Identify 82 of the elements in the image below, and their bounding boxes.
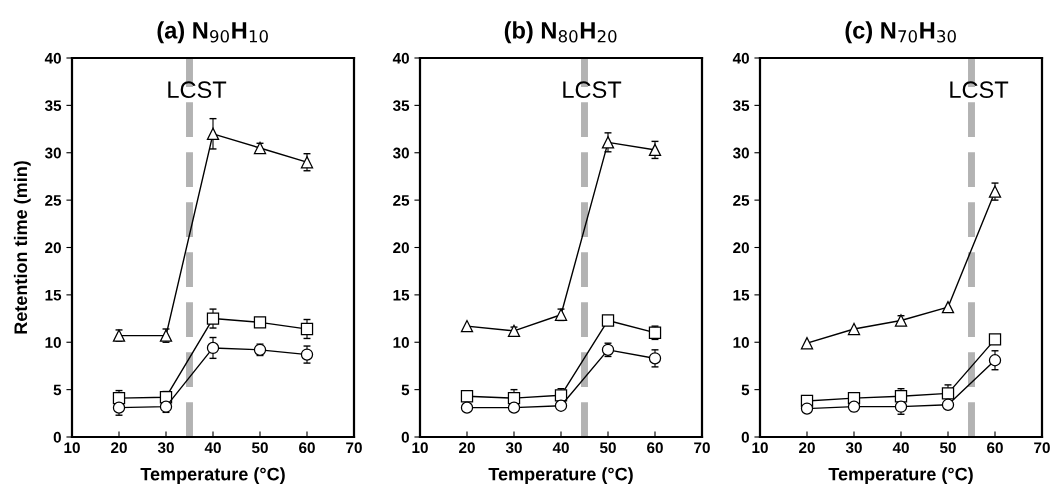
point (847, 400, 861, 413)
x-tick-label: 30 (845, 442, 862, 454)
x-tick-label: 60 (299, 442, 315, 454)
x-tick-label: 40 (892, 442, 909, 454)
point (460, 319, 474, 333)
point (206, 312, 220, 325)
chart-title: (c) N$_{70}$H$_{30}$ (845, 21, 956, 44)
point (988, 354, 1002, 367)
y-tick-label: 35 (732, 100, 750, 112)
y-tick-label: 30 (44, 147, 61, 159)
y-tick-label: 15 (45, 289, 62, 301)
point (847, 322, 861, 336)
x-tick-label: 40 (552, 442, 569, 454)
y-tick-label: 0 (401, 431, 409, 443)
chart-title: (a) N$_{90}$H$_{10}$ (157, 21, 268, 44)
y-tick-label: 15 (733, 289, 750, 301)
x-axis-title: Temperature (°C) (140, 467, 285, 485)
y-tick-label: 25 (733, 194, 750, 206)
y-tick-label: 10 (733, 337, 749, 348)
point (507, 401, 521, 414)
point (601, 136, 615, 149)
y-tick-label: 40 (732, 52, 749, 64)
x-tick-label: 30 (505, 442, 522, 454)
point (253, 141, 267, 155)
y-tick-label: 25 (393, 194, 410, 206)
y-tick-label: 15 (393, 289, 410, 301)
ref-line-label: LCST (563, 81, 622, 99)
x-tick-label: 70 (346, 442, 362, 454)
x-tick-label: 20 (799, 442, 815, 454)
ref-line-label: LCST (168, 81, 227, 99)
point (300, 322, 314, 336)
y-tick-label: 10 (45, 337, 61, 348)
x-tick-label: 50 (599, 442, 616, 454)
chart-title: (b) N$_{80}$H$_{20}$ (504, 21, 617, 44)
x-tick-label: 20 (459, 442, 475, 454)
y-tick-label: 5 (401, 384, 410, 396)
y-tick-label: 35 (44, 100, 62, 112)
point (941, 398, 955, 411)
point (894, 314, 908, 327)
x-tick-label: 10 (64, 442, 80, 454)
x-tick-label: 60 (987, 442, 1003, 454)
point (206, 341, 220, 355)
point (206, 127, 220, 140)
ref-line-label: LCST (950, 81, 1009, 99)
y-tick-label: 5 (53, 384, 62, 396)
y-tick-label: 20 (733, 242, 749, 254)
y-tick-label: 25 (45, 194, 62, 206)
x-tick-label: 70 (1034, 442, 1050, 454)
y-tick-label: 0 (741, 431, 749, 443)
point (988, 333, 1002, 346)
y-tick-label: 20 (393, 242, 409, 254)
point (800, 402, 814, 415)
point (253, 316, 267, 329)
point (800, 337, 814, 350)
x-tick-label: 10 (412, 442, 428, 454)
point (460, 390, 474, 403)
y-tick-label: 30 (392, 147, 409, 159)
y-tick-label: 10 (393, 337, 409, 348)
x-tick-label: 20 (111, 442, 127, 454)
x-axis-title: Temperature (°C) (828, 467, 973, 485)
point (159, 400, 173, 413)
y-tick-label: 30 (732, 147, 749, 159)
y-tick-label: 40 (44, 52, 61, 64)
point (601, 314, 615, 327)
y-tick-label: 40 (392, 52, 409, 64)
x-tick-label: 30 (157, 442, 174, 454)
y-axis-title: Retention time (min) (13, 161, 31, 334)
x-tick-label: 50 (251, 442, 268, 454)
y-tick-label: 0 (53, 431, 61, 443)
x-tick-label: 40 (204, 442, 221, 454)
point (941, 301, 955, 314)
y-tick-label: 5 (741, 384, 750, 396)
point (460, 401, 474, 414)
x-tick-label: 50 (939, 442, 956, 454)
point (507, 324, 521, 338)
x-axis-title: Temperature (°C) (488, 467, 633, 485)
x-tick-label: 60 (647, 442, 663, 454)
x-tick-label: 70 (694, 442, 710, 454)
y-tick-label: 20 (45, 242, 61, 254)
point (554, 399, 568, 412)
y-tick-label: 35 (392, 100, 410, 112)
x-tick-label: 10 (752, 442, 768, 454)
